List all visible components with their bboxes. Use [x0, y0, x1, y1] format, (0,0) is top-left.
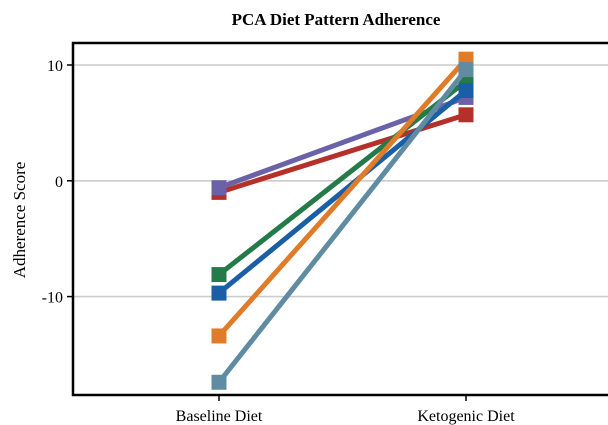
series — [211, 107, 474, 200]
data-point — [458, 62, 474, 78]
data-point — [458, 107, 474, 123]
series-line — [218, 112, 467, 195]
y-ticks: 10 0 -10 — [42, 58, 73, 307]
x-tick-label: Ketogenic Diet — [417, 408, 515, 425]
y-tick-label: 10 — [47, 58, 63, 75]
series-line — [217, 57, 468, 338]
series-line — [217, 88, 468, 296]
data-point — [211, 267, 227, 283]
data-point — [211, 328, 227, 344]
series — [211, 82, 474, 301]
y-tick-label: 0 — [55, 174, 63, 191]
data-point — [211, 180, 227, 196]
series-line — [217, 68, 468, 384]
grid-lines — [73, 64, 608, 298]
data-point — [458, 82, 474, 98]
series-group — [211, 51, 474, 390]
plot-frame — [71, 41, 608, 397]
series-line — [217, 79, 468, 277]
x-ticks: Baseline Diet Ketogenic Diet — [176, 395, 515, 425]
series — [211, 62, 474, 390]
x-tick-label: Baseline Diet — [176, 408, 263, 425]
data-point — [211, 374, 227, 390]
chart-title: PCA Diet Pattern Adherence — [232, 10, 441, 29]
data-point — [211, 285, 227, 301]
y-tick-label: -10 — [42, 290, 63, 307]
series — [211, 51, 474, 344]
y-axis-label: Adherence Score — [10, 162, 29, 279]
